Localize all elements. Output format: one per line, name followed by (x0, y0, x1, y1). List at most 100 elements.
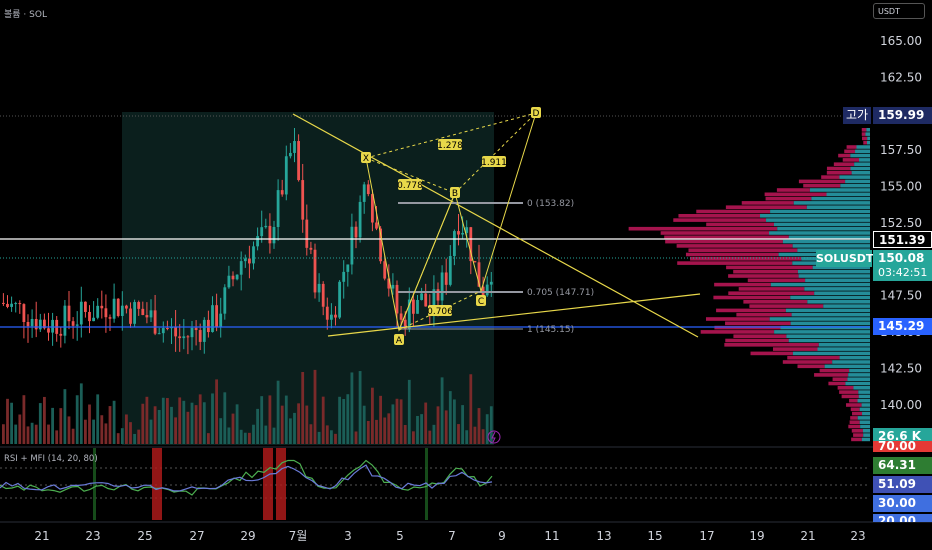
alert-lightning-icon[interactable] (487, 430, 501, 444)
candle-body (354, 226, 358, 238)
profile-bar-sell (676, 244, 793, 248)
profile-bar-buy (853, 386, 870, 390)
candle-body (334, 314, 337, 318)
rsi-indicator-label[interactable]: RSI + MFI (14, 20, 80) (4, 454, 98, 464)
pattern-point-badge[interactable] (531, 107, 541, 118)
profile-bar-buy (845, 179, 870, 184)
pattern-ratio-badge[interactable] (428, 305, 452, 316)
volume-bar (18, 414, 22, 444)
profile-bar-sell (849, 398, 858, 403)
candle-body (2, 302, 5, 304)
profile-bar-buy (832, 360, 870, 364)
currency-selector[interactable]: USDT (873, 3, 925, 19)
profile-bar-sell (728, 291, 815, 295)
candle-body (30, 318, 34, 327)
candle-body (448, 256, 452, 285)
price-axis-label: 155.00 (880, 180, 922, 194)
pattern-point-label: B (452, 189, 458, 199)
candle-body (22, 304, 26, 322)
volume-bar (10, 402, 13, 444)
volume-bar (272, 427, 276, 444)
profile-bar-sell (850, 416, 858, 420)
candle-body (34, 318, 38, 330)
candle-body (190, 327, 194, 338)
candle-body (137, 302, 141, 309)
volume-bar (289, 418, 292, 444)
harmonic-pattern[interactable] (365, 112, 537, 332)
time-axis-label: 21 (800, 529, 815, 543)
volume-bar (330, 430, 333, 444)
time-axis-label: 25 (137, 529, 152, 543)
candle-body (26, 321, 30, 327)
time-axis[interactable]: 21 23 25 27 29 7월 3 5 7 9 11 13 15 17 19 21 23 (34, 529, 865, 543)
profile-bar-sell (787, 355, 840, 360)
profile-bar-sell (853, 433, 864, 437)
candle-body (317, 283, 321, 293)
volume-bar (96, 394, 100, 444)
profile-bar-sell (814, 373, 849, 377)
volume-bar (457, 424, 460, 444)
volume-bar (469, 374, 473, 444)
volume-bar (354, 431, 358, 444)
volume-bar (6, 398, 9, 444)
price-axis-label: 157.50 (880, 143, 922, 157)
pattern-point-badge[interactable] (450, 187, 460, 198)
last-price-value: 150.08 (878, 251, 925, 265)
profile-bar-buy (790, 295, 870, 300)
lightning-glyph (491, 431, 496, 443)
profile-bar-sell (713, 295, 791, 300)
price-axis[interactable]: 140.00142.50145.00147.50150.00152.50155.… (880, 34, 922, 412)
profile-bar-buy (851, 171, 870, 175)
candle-body (440, 272, 444, 301)
pattern-ratio-badge[interactable] (438, 139, 462, 150)
candle-body (375, 222, 378, 229)
rsi-signal-column (152, 448, 162, 520)
volume-bar (92, 419, 95, 444)
profile-bar-buy (770, 282, 870, 287)
candle-body (186, 336, 190, 338)
volume-bar (153, 406, 157, 444)
volume-bar (26, 426, 30, 444)
profile-bar-sell (685, 252, 779, 257)
profile-bar-sell (826, 166, 851, 171)
volume-bar (182, 400, 186, 444)
profile-bar-sell (725, 321, 791, 326)
price-axis-label: 140.00 (880, 398, 922, 412)
volume-bar (166, 398, 169, 444)
mfi-line (0, 464, 493, 492)
profile-bar-sell (826, 171, 852, 175)
profile-bar-sell (861, 132, 866, 136)
candle-body (51, 319, 54, 333)
pattern-ratio-badge[interactable] (398, 179, 422, 190)
candle-body (289, 152, 292, 157)
volume-bar (227, 427, 231, 444)
time-axis-label: 23 (850, 529, 865, 543)
profile-bar-buy (793, 201, 870, 205)
triangle-upper-trendline[interactable] (292, 113, 699, 338)
time-axis-label: 23 (85, 529, 100, 543)
candle-body (43, 319, 46, 329)
volume-bar (174, 417, 177, 444)
candle-body (145, 315, 149, 318)
volume-bar (219, 418, 223, 444)
triangle-lower-trendline[interactable] (327, 293, 701, 337)
profile-bar-buy (774, 330, 870, 334)
pattern-ratio-badge[interactable] (482, 156, 506, 167)
candle-body (202, 319, 206, 342)
date-range-highlight (122, 112, 494, 445)
profile-bar-sell (821, 175, 840, 179)
profile-bar-buy (862, 411, 870, 416)
candle-body (18, 303, 22, 305)
pattern-point-badge[interactable] (394, 334, 404, 345)
pattern-point-badge[interactable] (361, 152, 371, 163)
profile-bar-buy (867, 136, 870, 141)
pattern-point-badge[interactable] (476, 295, 486, 306)
pattern-point-label: A (396, 336, 403, 346)
candle-body (383, 261, 387, 279)
profile-bar-sell (764, 192, 827, 197)
time-axis-label: 9 (498, 529, 506, 543)
profile-bar-sell (664, 235, 789, 240)
volume-bar (293, 412, 296, 444)
volume-bar (202, 402, 206, 444)
